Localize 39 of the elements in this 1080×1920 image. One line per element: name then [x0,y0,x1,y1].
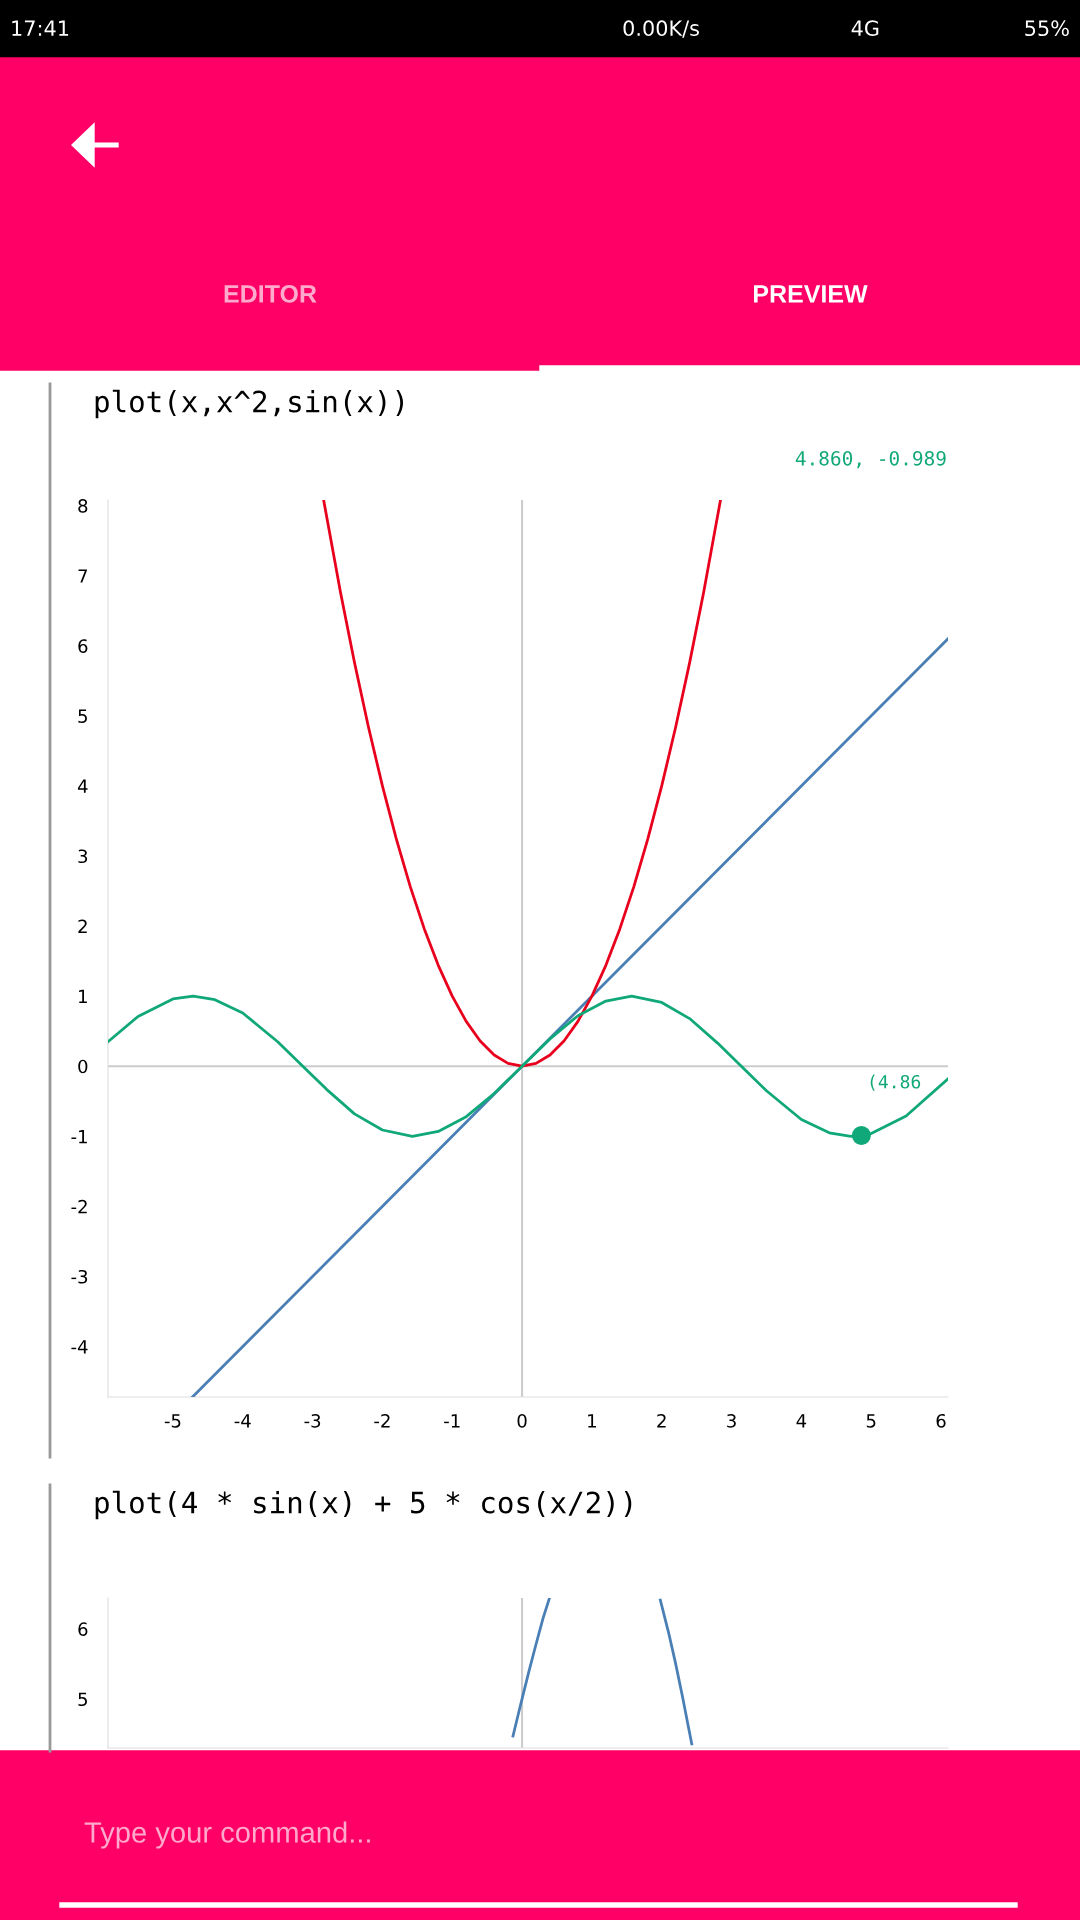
x-tick-label: 2 [657,1413,666,1428]
y-tick-label: -2 [71,1199,87,1214]
y-tick-label: 0 [78,1059,88,1074]
chart-title: plot(4 * sin(x) + 5 * cos(x/2)) [95,1490,632,1520]
text: 4G [851,20,879,37]
y-tick-label: 4 [77,779,88,793]
y-tick-label: 3 [78,849,88,864]
chart-title: plot(x,x^2,sin(x)) [95,389,404,419]
x-tick-label: -5 [164,1414,181,1428]
y-tick-label: 5 [78,709,87,723]
text: 0.00K/s [623,20,699,38]
x-tick-label: 1 [588,1414,596,1428]
y-tick-label: -3 [71,1269,88,1284]
x-tick-label: 0 [517,1413,527,1428]
y-tick-label: 5 [78,1692,87,1707]
text: 4.860, -0.989 [795,450,946,469]
text: EDITOR [224,285,317,303]
x-tick-label: 3 [727,1413,736,1428]
x-tick-label: 4 [796,1414,807,1428]
y-tick-label: 7 [78,569,88,583]
text: 55% [1025,20,1069,37]
y-tick-label: 6 [78,1622,88,1636]
y-tick-label: 2 [78,919,87,933]
x-tick-label: -1 [444,1414,460,1428]
text: Type your command... [84,1821,370,1849]
y-tick-label: -4 [71,1340,88,1354]
text: 17:41 [12,20,69,36]
x-tick-label: -2 [374,1413,390,1428]
x-tick-label: 6 [936,1413,946,1428]
y-tick-label: -1 [71,1130,87,1144]
line-series [322,500,722,1068]
x-tick-label: -3 [304,1413,321,1428]
annotation: (4.86 [870,1074,921,1091]
y-tick-label: 8 [78,499,88,513]
x-tick-label: 5 [866,1414,876,1428]
y-tick-label: 1 [79,989,87,1004]
x-tick-label: -4 [234,1414,251,1428]
text: PREVIEW [754,285,868,303]
y-tick-label: 6 [78,639,88,653]
